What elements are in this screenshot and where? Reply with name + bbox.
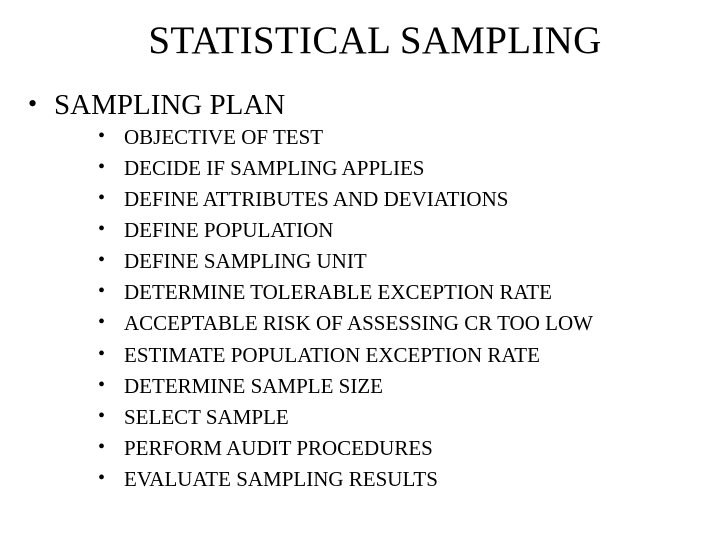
level2-text: PERFORM AUDIT PROCEDURES: [124, 436, 433, 460]
level2-item: ACCEPTABLE RISK OF ASSESSING CR TOO LOW: [98, 308, 692, 339]
level2-text: ACCEPTABLE RISK OF ASSESSING CR TOO LOW: [124, 311, 593, 335]
level2-text: EVALUATE SAMPLING RESULTS: [124, 467, 438, 491]
level2-item: DETERMINE TOLERABLE EXCEPTION RATE: [98, 277, 692, 308]
slide-title: STATISTICAL SAMPLING: [68, 18, 682, 63]
level2-list: OBJECTIVE OF TEST DECIDE IF SAMPLING APP…: [54, 122, 692, 495]
level2-text: DEFINE POPULATION: [124, 218, 333, 242]
level2-text: SELECT SAMPLE: [124, 405, 289, 429]
level2-item: PERFORM AUDIT PROCEDURES: [98, 433, 692, 464]
level2-item: ESTIMATE POPULATION EXCEPTION RATE: [98, 340, 692, 371]
level2-text: DETERMINE TOLERABLE EXCEPTION RATE: [124, 280, 552, 304]
level2-text: OBJECTIVE OF TEST: [124, 125, 323, 149]
level2-item: EVALUATE SAMPLING RESULTS: [98, 464, 692, 495]
level1-label: SAMPLING PLAN: [54, 89, 285, 121]
level2-item: SELECT SAMPLE: [98, 402, 692, 433]
level2-text: DETERMINE SAMPLE SIZE: [124, 374, 383, 398]
level2-item: OBJECTIVE OF TEST: [98, 122, 692, 153]
level1-list: SAMPLING PLAN OBJECTIVE OF TEST DECIDE I…: [28, 89, 692, 495]
level2-text: DEFINE SAMPLING UNIT: [124, 249, 367, 273]
level2-item: DETERMINE SAMPLE SIZE: [98, 371, 692, 402]
level2-text: ESTIMATE POPULATION EXCEPTION RATE: [124, 343, 540, 367]
level2-item: DEFINE ATTRIBUTES AND DEVIATIONS: [98, 184, 692, 215]
level1-item-sampling-plan: SAMPLING PLAN OBJECTIVE OF TEST DECIDE I…: [28, 89, 692, 495]
level2-text: DECIDE IF SAMPLING APPLIES: [124, 156, 424, 180]
level2-item: DEFINE POPULATION: [98, 215, 692, 246]
level2-text: DEFINE ATTRIBUTES AND DEVIATIONS: [124, 187, 508, 211]
level2-item: DECIDE IF SAMPLING APPLIES: [98, 153, 692, 184]
level2-item: DEFINE SAMPLING UNIT: [98, 246, 692, 277]
